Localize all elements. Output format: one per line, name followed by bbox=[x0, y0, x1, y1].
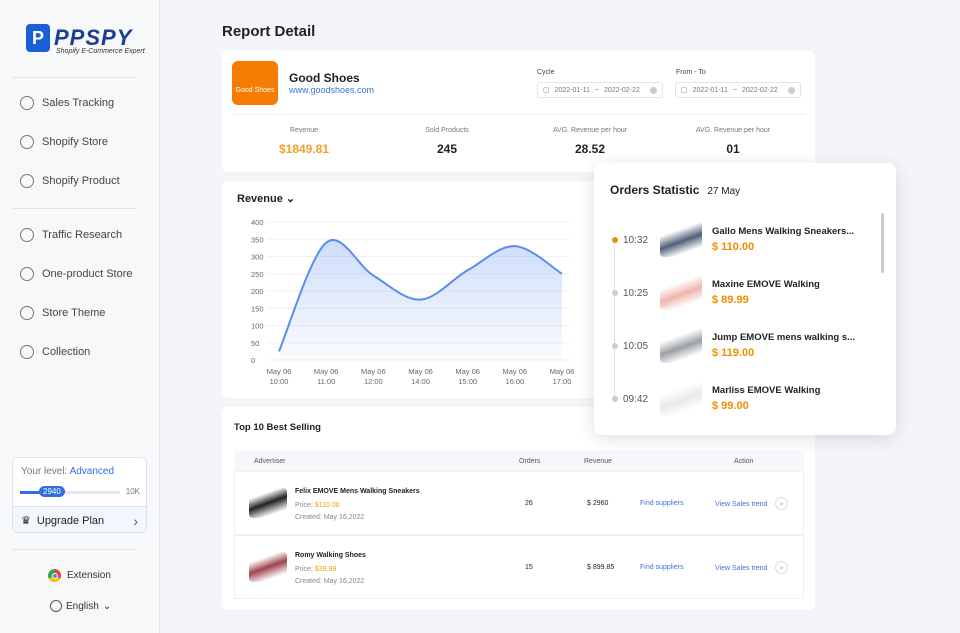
clear-icon[interactable] bbox=[788, 86, 795, 94]
revenue-dropdown[interactable]: Revenue ⌄ bbox=[237, 193, 296, 205]
order-item[interactable]: 09:42 Marliss EMOVE Walking $ 99.00 bbox=[610, 380, 880, 420]
find-suppliers-link[interactable]: Find suppliers bbox=[640, 500, 684, 507]
product-icon bbox=[20, 174, 34, 188]
sidebar-item-one-product-store[interactable]: One-product Store bbox=[20, 267, 133, 281]
order-item[interactable]: 10:32 Gallo Mens Walking Sneakers... $ 110… bbox=[610, 221, 880, 261]
y-tick-label: 300 bbox=[251, 253, 264, 262]
orders-title: Orders Statistic bbox=[610, 183, 700, 197]
x-tick-label: May 06 14:00 bbox=[408, 367, 433, 386]
sidebar-item-store-theme[interactable]: Store Theme bbox=[20, 306, 105, 320]
sidebar-item-sales-tracking[interactable]: Sales Tracking bbox=[20, 96, 114, 110]
chrome-icon bbox=[48, 569, 61, 582]
y-tick-label: 0 bbox=[251, 356, 255, 365]
stat: Sold Products 245 bbox=[425, 127, 469, 156]
order-item[interactable]: 10:25 Maxine EMOVE Walking $ 89.99 bbox=[610, 274, 880, 314]
best-selling-card: Top 10 Best Selling Advertiser Orders Re… bbox=[222, 407, 815, 610]
x-tick-label: May 06 10:00 bbox=[267, 367, 292, 386]
y-tick-label: 400 bbox=[251, 218, 264, 227]
logo-icon: P bbox=[26, 24, 50, 52]
level-max: 10K bbox=[125, 487, 140, 496]
shoe-image bbox=[660, 274, 702, 310]
shop-name: Good Shoes bbox=[289, 71, 360, 85]
shoe-image bbox=[660, 380, 702, 416]
calendar-icon: ▢ bbox=[543, 87, 550, 94]
cycle-date-picker[interactable]: ▢ 2022-01-11 ~2022-02-22 bbox=[537, 82, 663, 98]
page-title: Report Detail bbox=[222, 23, 316, 40]
table-header: Advertiser Orders Revenue Action bbox=[234, 451, 804, 471]
y-tick-label: 150 bbox=[251, 304, 264, 313]
home-icon bbox=[20, 267, 34, 281]
x-tick-label: May 06 17:00 bbox=[550, 367, 575, 386]
level-progress bbox=[20, 491, 120, 494]
divider bbox=[12, 77, 136, 78]
calendar-icon: ▢ bbox=[681, 87, 688, 94]
logo[interactable]: P PPSPY Shopify E-Commerce Expert bbox=[26, 24, 145, 55]
find-suppliers-link[interactable]: Find suppliers bbox=[640, 564, 684, 571]
chart-icon bbox=[20, 96, 34, 110]
divider bbox=[12, 549, 136, 550]
clear-icon[interactable] bbox=[650, 86, 657, 94]
sidebar-item-shopify-store[interactable]: Shopify Store bbox=[20, 135, 108, 149]
x-tick-label: May 06 15:00 bbox=[455, 367, 480, 386]
shoe-image bbox=[660, 327, 702, 363]
view-sales-trend-link[interactable]: View Sales trend bbox=[715, 565, 768, 572]
x-tick-label: May 06 12:00 bbox=[361, 367, 386, 386]
product-image bbox=[249, 488, 287, 518]
chevron-down-icon: ⌄ bbox=[102, 600, 112, 612]
chevron-right-icon[interactable]: › bbox=[775, 561, 788, 574]
y-tick-label: 100 bbox=[251, 322, 264, 331]
y-tick-label: 50 bbox=[251, 339, 259, 348]
stat: AVG. Revenue per hour 28.52 bbox=[552, 127, 628, 156]
best-selling-title: Top 10 Best Selling bbox=[234, 422, 321, 433]
scrollbar[interactable] bbox=[881, 213, 884, 273]
x-tick-label: May 06 11:00 bbox=[314, 367, 339, 386]
sidebar-item-traffic-research[interactable]: Traffic Research bbox=[20, 228, 122, 242]
y-tick-label: 200 bbox=[251, 287, 264, 296]
table-row: Felix EMOVE Mens Walking Sneakers Price: … bbox=[234, 471, 804, 535]
language-select[interactable]: English ⌄ bbox=[50, 600, 111, 612]
y-tick-label: 350 bbox=[251, 235, 264, 244]
orders-date: 27 May bbox=[707, 186, 741, 197]
order-item[interactable]: 10:05 Jump EMOVE mens walking s... $ 119.0… bbox=[610, 327, 880, 367]
shoe-image bbox=[660, 221, 702, 257]
level-card: Your level: Advanced 2940 10K ♛ Upgrade P… bbox=[12, 457, 147, 533]
chevron-right-icon[interactable]: › bbox=[775, 497, 788, 510]
level-value: Advanced bbox=[69, 466, 115, 477]
table-row: Romy Walking Shoes Price: $39.99 Created: … bbox=[234, 535, 804, 599]
star-icon bbox=[20, 345, 34, 359]
sidebar: P PPSPY Shopify E-Commerce Expert Sales Tr… bbox=[0, 0, 160, 633]
shop-url[interactable]: www.goodshoes.com bbox=[289, 85, 375, 95]
y-tick-label: 250 bbox=[251, 270, 264, 279]
upgrade-plan-button[interactable]: ♛ Upgrade Plan › bbox=[13, 506, 146, 532]
chevron-right-icon: › bbox=[133, 512, 138, 529]
shop-logo: Good Shoes bbox=[232, 61, 278, 105]
extension-link[interactable]: Extension bbox=[48, 569, 111, 582]
divider bbox=[12, 208, 136, 209]
sidebar-item-shopify-product[interactable]: Shopify Product bbox=[20, 174, 120, 188]
stat: AVG. Revenue per hour 01 bbox=[695, 127, 771, 156]
level-points: 2940 bbox=[39, 486, 65, 497]
store-icon bbox=[20, 135, 34, 149]
orders-statistic-panel: Orders Statistic 27 May 10:32 Gallo Mens W… bbox=[594, 163, 896, 435]
x-tick-label: May 06 16:00 bbox=[503, 367, 528, 386]
level-label: Your level: bbox=[21, 466, 68, 477]
shop-card: Good Shoes Good Shoes www.goodshoes.com … bbox=[222, 51, 815, 172]
range-date-picker[interactable]: ▢ 2022-01-11 ~2022-02-22 bbox=[675, 82, 801, 98]
product-image bbox=[249, 552, 287, 582]
stat: Revenue $1849.81 bbox=[278, 127, 330, 156]
crown-icon: ♛ bbox=[21, 515, 31, 527]
globe-icon bbox=[50, 600, 62, 612]
palette-icon bbox=[20, 306, 34, 320]
revenue-chart: 0 50 100 150 200 250 300 350 400 May 06 10:00 May 0… bbox=[251, 218, 575, 386]
pie-icon bbox=[20, 228, 34, 242]
sidebar-item-collection[interactable]: Collection bbox=[20, 345, 90, 359]
view-sales-trend-link[interactable]: View Sales trend bbox=[715, 501, 768, 508]
